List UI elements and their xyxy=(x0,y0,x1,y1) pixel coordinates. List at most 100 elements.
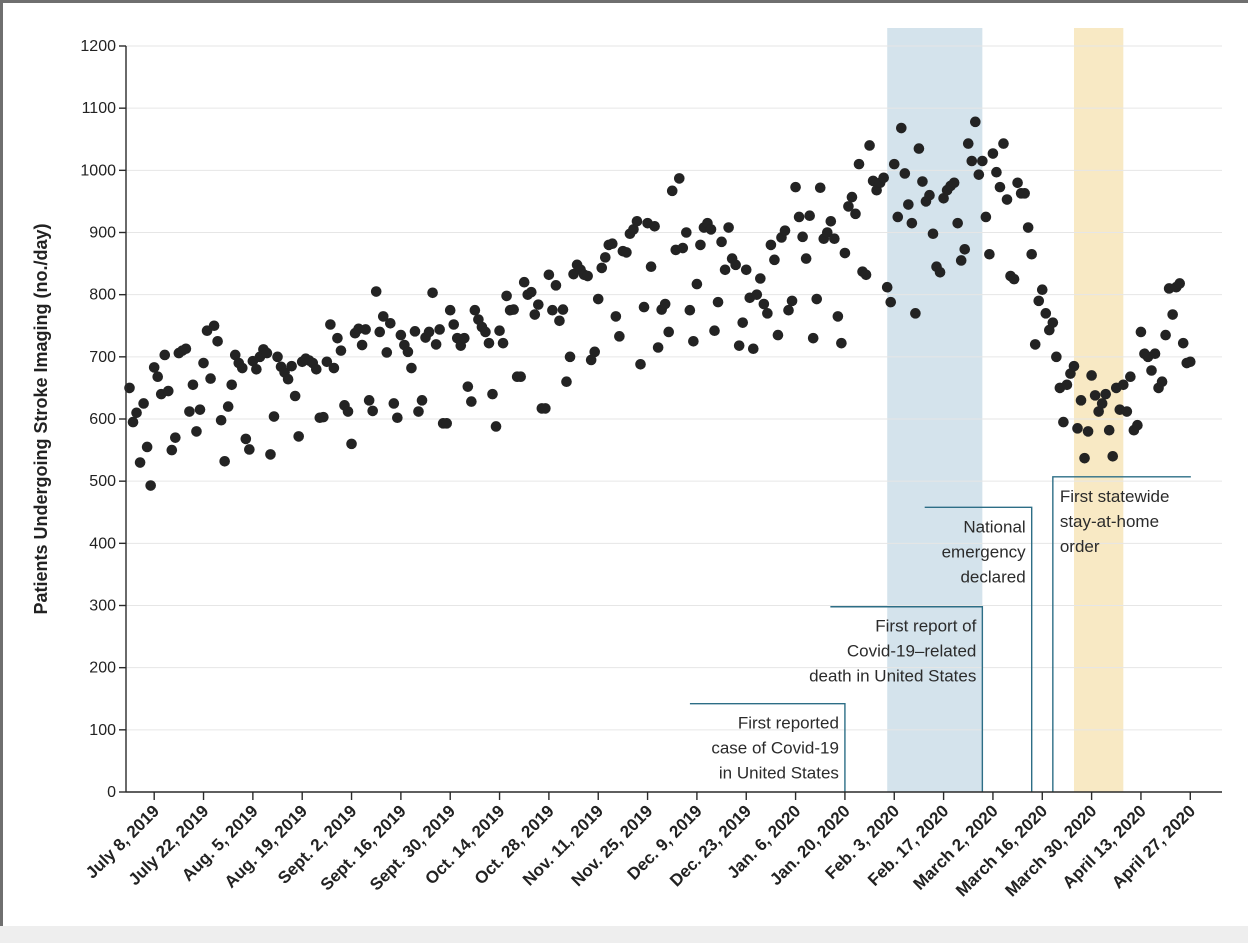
data-point xyxy=(1089,390,1101,401)
data-point xyxy=(282,373,294,385)
bottom-strip xyxy=(0,926,1248,943)
data-point xyxy=(462,381,474,392)
data-point xyxy=(205,373,216,384)
data-point xyxy=(529,309,541,320)
data-point xyxy=(434,324,445,335)
data-point xyxy=(769,254,780,266)
data-point xyxy=(501,290,512,302)
data-point xyxy=(194,404,206,415)
data-point xyxy=(311,363,322,375)
data-point xyxy=(688,335,699,347)
data-point xyxy=(346,438,357,450)
data-point xyxy=(1096,398,1108,409)
data-point xyxy=(924,189,935,201)
data-point xyxy=(994,181,1006,193)
data-point xyxy=(811,293,823,305)
data-point xyxy=(1184,356,1196,368)
annotation-text-line: declared xyxy=(960,567,1025,586)
data-point xyxy=(430,339,442,350)
data-point xyxy=(786,295,798,307)
data-point xyxy=(490,421,502,432)
data-point xyxy=(547,304,558,316)
data-point xyxy=(286,360,297,372)
data-point xyxy=(388,398,400,409)
data-point xyxy=(427,287,438,299)
annotation-text-line: in United States xyxy=(719,764,839,783)
data-point xyxy=(198,357,209,369)
data-point xyxy=(416,395,428,406)
data-point xyxy=(441,418,452,429)
data-point xyxy=(836,337,847,349)
data-point xyxy=(677,242,689,254)
data-point xyxy=(374,326,386,338)
data-point xyxy=(948,177,960,189)
data-point xyxy=(268,411,280,422)
data-point xyxy=(356,339,368,351)
annotation-national-emergency: National emergency declared xyxy=(924,506,1033,792)
data-point xyxy=(843,201,854,212)
data-point xyxy=(360,324,371,335)
data-point xyxy=(557,304,569,315)
data-point xyxy=(244,444,255,455)
data-point xyxy=(825,216,837,227)
data-point xyxy=(170,432,181,443)
y-tick-label: 0 xyxy=(107,784,116,801)
annotation-text-line: National xyxy=(963,517,1025,536)
data-point xyxy=(1051,351,1062,363)
data-point xyxy=(385,317,396,329)
data-point xyxy=(318,411,329,423)
data-point xyxy=(878,172,889,184)
data-point xyxy=(1174,278,1186,289)
data-point xyxy=(561,376,572,388)
data-point xyxy=(751,289,763,300)
data-point xyxy=(673,173,685,184)
data-point xyxy=(138,398,149,409)
data-point xyxy=(758,298,770,310)
data-point xyxy=(917,176,928,187)
data-point xyxy=(659,298,671,310)
data-point xyxy=(716,236,727,248)
data-point xyxy=(1100,388,1112,400)
data-point xyxy=(762,308,773,319)
y-tick-label: 1200 xyxy=(80,38,116,55)
data-point xyxy=(1079,452,1090,464)
data-point xyxy=(850,208,861,220)
data-point xyxy=(1019,188,1030,199)
data-point xyxy=(448,319,460,330)
data-point xyxy=(821,227,833,238)
data-point xyxy=(709,325,720,337)
data-point xyxy=(853,158,865,170)
shaded-period-blue xyxy=(887,28,983,792)
data-point xyxy=(966,155,978,167)
data-point xyxy=(494,325,505,337)
data-point xyxy=(480,326,491,338)
data-point xyxy=(1029,339,1041,350)
data-point xyxy=(525,286,537,298)
data-point xyxy=(370,286,382,297)
data-point xyxy=(719,264,731,276)
data-point xyxy=(663,326,675,338)
data-point xyxy=(631,216,643,227)
data-point xyxy=(328,362,340,374)
data-point xyxy=(1075,395,1087,406)
annotation-leader-line xyxy=(924,506,1033,792)
annotation-text-line: order xyxy=(1060,537,1100,556)
annotation-leader-line xyxy=(1052,476,1191,792)
y-ticks: 0 100 200 300 400 500 600 700 800 900 1000 1100 1200 xyxy=(80,38,126,801)
data-point xyxy=(814,182,826,194)
data-point xyxy=(991,166,1002,178)
data-point xyxy=(938,193,949,204)
data-point xyxy=(134,457,146,468)
data-point xyxy=(899,168,911,179)
annotation-leader-line xyxy=(830,606,984,792)
data-point xyxy=(1022,222,1034,233)
data-point xyxy=(973,169,985,180)
data-point xyxy=(952,217,963,229)
annotation-text-line: emergency xyxy=(942,542,1027,561)
data-point xyxy=(913,143,925,154)
data-point xyxy=(1001,194,1013,205)
data-point xyxy=(712,296,724,308)
data-point xyxy=(927,228,939,240)
data-point xyxy=(381,347,393,358)
